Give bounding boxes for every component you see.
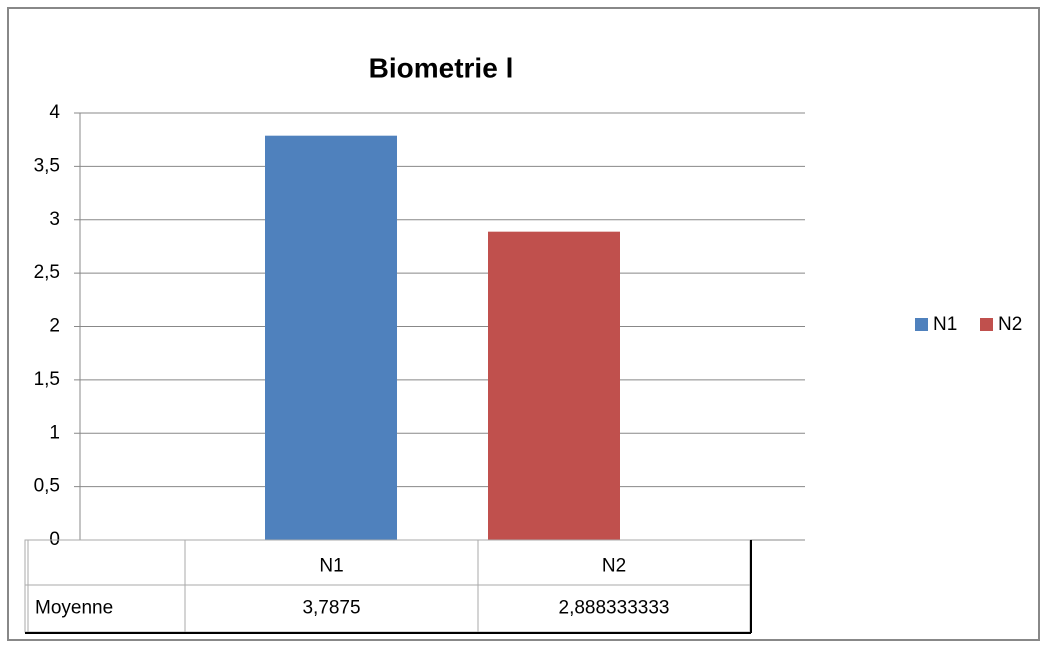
y-tick-label: 1,5 bbox=[34, 369, 60, 390]
y-tick-label: 4 bbox=[49, 102, 60, 123]
legend-label: N1 bbox=[933, 314, 957, 335]
legend-swatch bbox=[980, 318, 993, 331]
table-value: 3,7875 bbox=[302, 598, 360, 619]
y-tick-label: 1 bbox=[49, 422, 60, 443]
table-value: 2,888333333 bbox=[559, 598, 670, 619]
y-tick-label: 3 bbox=[49, 209, 60, 230]
chart-title: Biometrie l bbox=[369, 52, 514, 83]
bar bbox=[488, 231, 620, 540]
bar bbox=[265, 135, 397, 540]
x-tick-label: Moyenne bbox=[35, 598, 113, 619]
y-tick-label: 3,5 bbox=[34, 155, 60, 176]
y-tick-label: 2,5 bbox=[34, 262, 60, 283]
table-header: N2 bbox=[602, 556, 626, 577]
legend-swatch bbox=[915, 318, 928, 331]
legend-label: N2 bbox=[998, 314, 1022, 335]
y-tick-label: 0,5 bbox=[34, 476, 60, 497]
y-tick-label: 2 bbox=[49, 316, 60, 337]
table-header: N1 bbox=[319, 556, 343, 577]
